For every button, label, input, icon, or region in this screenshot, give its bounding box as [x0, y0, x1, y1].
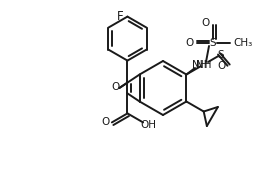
Text: O: O [186, 38, 194, 48]
Text: CH₃: CH₃ [234, 38, 253, 48]
Text: O: O [217, 61, 226, 71]
Text: OH: OH [140, 120, 156, 130]
Text: O: O [111, 82, 119, 92]
Text: O: O [102, 117, 110, 127]
Text: S: S [210, 38, 216, 48]
Text: S: S [218, 49, 224, 60]
Text: NH: NH [196, 60, 211, 70]
Text: NH: NH [192, 60, 208, 70]
Text: F: F [117, 10, 124, 23]
Text: O: O [202, 18, 210, 28]
